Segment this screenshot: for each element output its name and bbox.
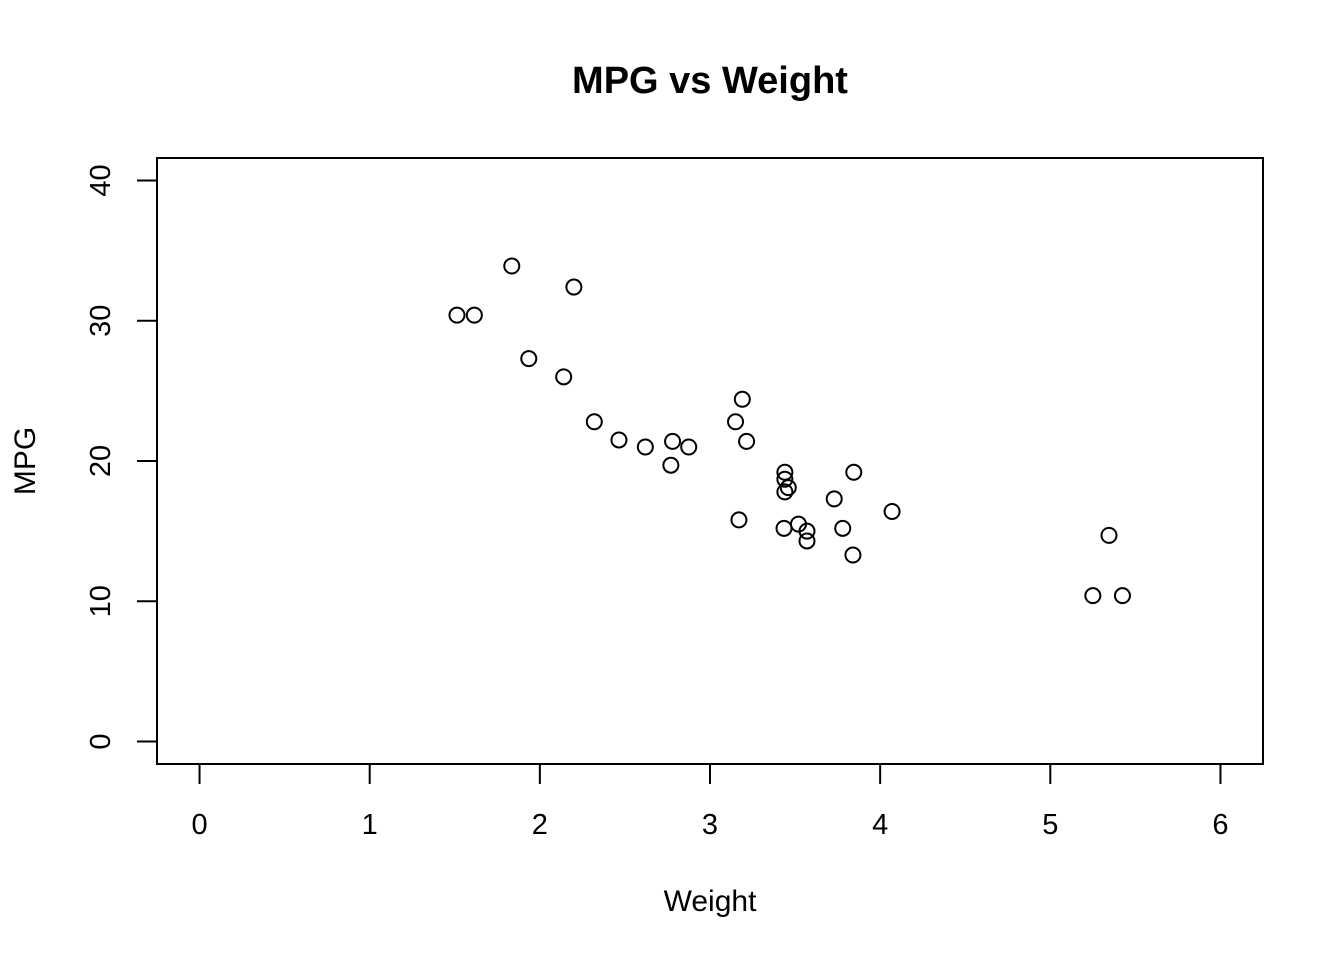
data-point xyxy=(798,532,816,550)
data-point xyxy=(520,350,538,368)
data-point xyxy=(776,483,794,501)
data-point xyxy=(503,257,521,275)
chart-title: MPG vs Weight xyxy=(572,60,848,102)
data-point xyxy=(775,519,793,537)
x-tick-label: 6 xyxy=(1212,809,1228,841)
data-point xyxy=(585,413,603,431)
data-point xyxy=(610,431,628,449)
x-tick-label: 0 xyxy=(191,809,207,841)
data-point xyxy=(798,522,816,540)
y-axis: 0 10 20 30 40 xyxy=(85,164,158,750)
data-point xyxy=(776,470,794,488)
data-points xyxy=(448,257,1131,605)
data-point xyxy=(555,368,573,386)
x-tick-label: 1 xyxy=(362,809,378,841)
data-point xyxy=(1084,587,1102,605)
data-point xyxy=(845,463,863,481)
plot-frame xyxy=(156,157,1264,765)
x-axis-title: Weight xyxy=(664,885,757,918)
data-point xyxy=(738,432,756,450)
x-tick-label: 5 xyxy=(1042,809,1058,841)
data-point xyxy=(680,438,698,456)
y-tick-label: 30 xyxy=(85,305,117,337)
x-tick-label: 2 xyxy=(532,809,548,841)
data-point xyxy=(844,546,862,564)
data-point xyxy=(779,479,797,497)
x-axis: 0 1 2 3 4 5 6 xyxy=(191,763,1229,841)
data-point xyxy=(448,306,466,324)
data-point xyxy=(1113,587,1131,605)
data-point xyxy=(776,463,794,481)
data-point xyxy=(565,278,583,296)
data-point xyxy=(834,519,852,537)
data-point xyxy=(733,390,751,408)
y-tick-label: 40 xyxy=(85,164,117,196)
y-tick-label: 10 xyxy=(85,585,117,617)
data-point xyxy=(883,503,901,520)
data-point xyxy=(664,432,682,450)
data-point xyxy=(636,438,654,456)
y-tick-label: 20 xyxy=(85,445,117,477)
y-tick-label: 0 xyxy=(85,733,117,749)
data-point xyxy=(727,413,745,431)
data-point xyxy=(825,490,843,508)
data-point xyxy=(730,511,748,529)
x-tick-label: 3 xyxy=(702,809,718,841)
y-axis-title: MPG xyxy=(9,427,42,495)
x-tick-label: 4 xyxy=(872,809,888,841)
data-point xyxy=(1100,526,1118,544)
data-point xyxy=(662,456,680,474)
data-point xyxy=(465,306,483,324)
